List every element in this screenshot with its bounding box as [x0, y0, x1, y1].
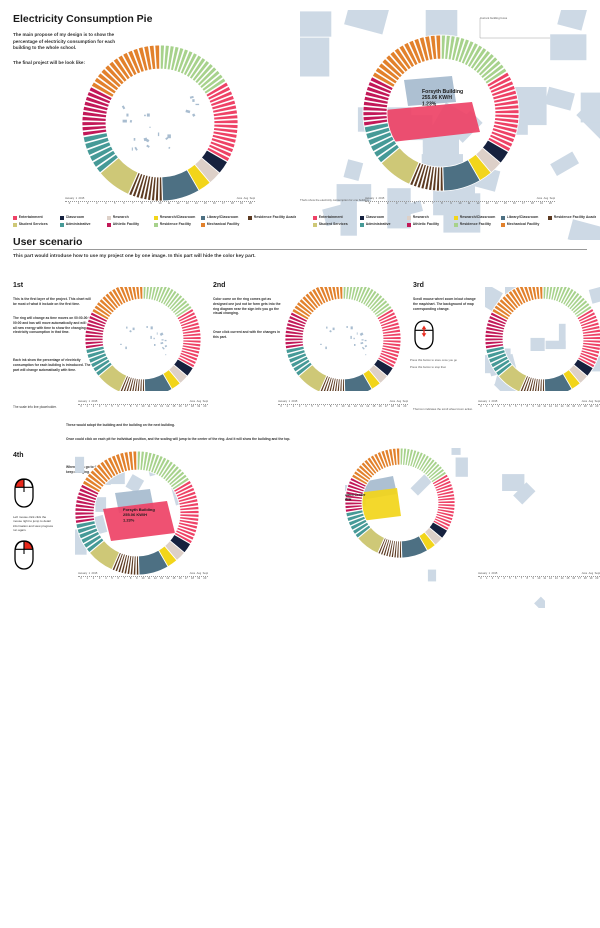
svg-text:Forsyth Building: Forsyth Building [422, 89, 463, 95]
svg-text:1.23%: 1.23% [123, 517, 135, 522]
svg-text:1.23%: 1.23% [422, 101, 437, 107]
svg-text:827.78 KW/H: 827.78 KW/H [345, 498, 352, 502]
svg-text:255.06 KW/H: 255.06 KW/H [422, 95, 452, 101]
svg-text:Curry Student Center: Curry Student Center [345, 493, 366, 497]
